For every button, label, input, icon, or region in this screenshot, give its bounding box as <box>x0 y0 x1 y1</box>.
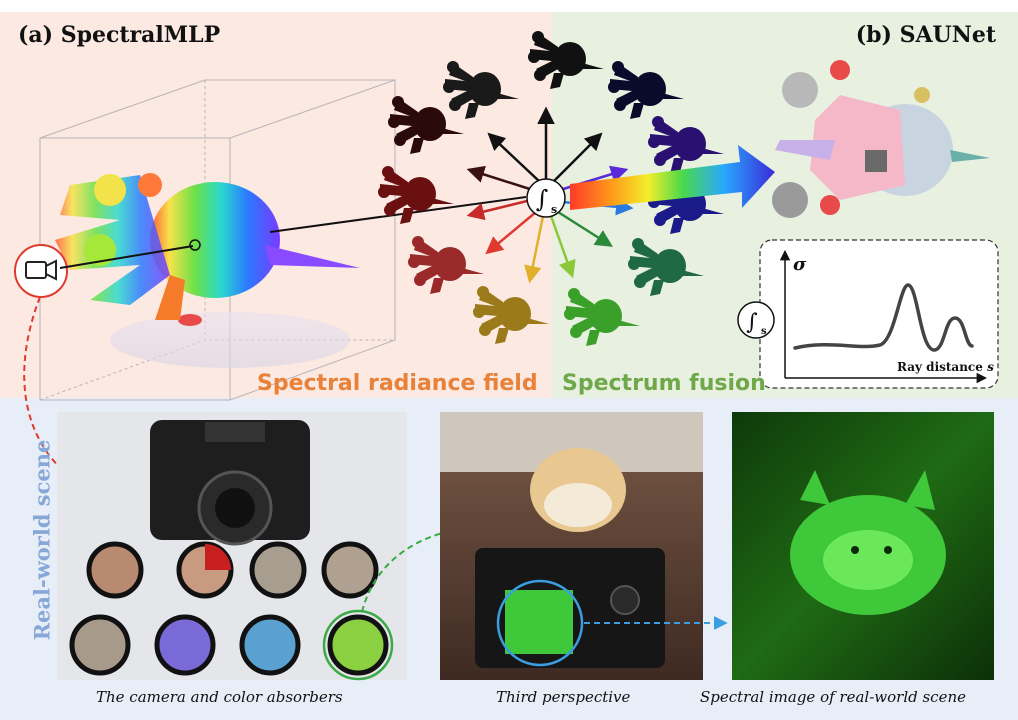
density-plot-box <box>759 239 999 389</box>
panel-a-title: (a) SpectralMLP <box>18 22 221 48</box>
reflection-blob <box>178 314 202 326</box>
saunet-spaceship <box>772 60 990 218</box>
integral-circle <box>526 178 566 218</box>
spectrum-fusion-label: Spectrum fusion <box>562 371 766 396</box>
caption-camera-absorbers: The camera and color absorbers <box>96 688 343 706</box>
absorber-link-arrow <box>361 522 533 613</box>
photo-third-perspective <box>440 412 703 680</box>
photo-spectral-image <box>732 412 994 680</box>
caption-third-perspective: Third perspective <box>496 688 631 706</box>
density-x-label-text: Ray distance <box>897 360 983 374</box>
rainbow-spaceship <box>55 173 360 320</box>
panel-b-title: (b) SAUNet <box>855 22 996 48</box>
sample-point <box>189 239 201 251</box>
caption-spectral-image: Spectral image of real-world scene <box>700 688 967 706</box>
plot-integral-symbol: ∫ <box>746 310 758 335</box>
density-x-label: Ray distance s <box>897 360 994 374</box>
spectral-radiance-field-label: Spectral radiance field <box>257 371 538 396</box>
fusion-arrow <box>570 145 775 210</box>
integral-symbol: ∫ <box>536 185 549 213</box>
plot-integral-circle <box>737 301 775 339</box>
plot-integral-subscript: s <box>761 326 767 337</box>
photo-camera-absorbers <box>57 412 407 681</box>
camera-icon <box>25 259 57 281</box>
density-y-label: σ <box>793 254 807 275</box>
floor-reflection <box>110 312 350 368</box>
real-world-side-label: Real-world scene <box>29 439 55 641</box>
density-x-variable: s <box>987 360 994 374</box>
camera-ray-outer <box>269 196 527 233</box>
integral-subscript: s <box>551 203 557 216</box>
camera-ray-inner <box>59 245 194 269</box>
density-curve <box>793 283 974 352</box>
